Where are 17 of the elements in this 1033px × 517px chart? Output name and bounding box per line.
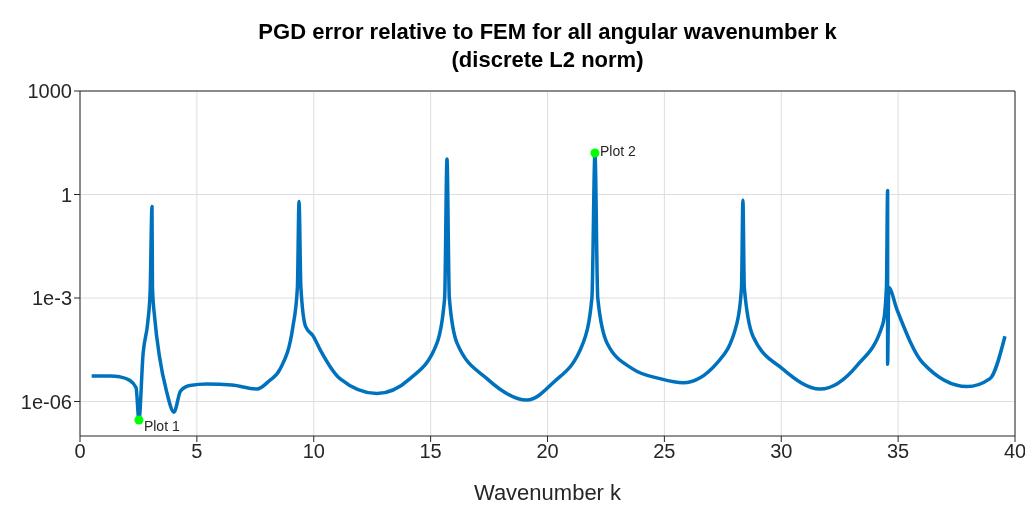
x-tick-label: 30: [770, 440, 793, 463]
x-tick-label: 10: [302, 440, 325, 463]
annotation: Plot 2: [599, 142, 636, 159]
chart-title: PGD error relative to FEM for all angular wavenumber k (discrete L2 norm): [257, 18, 838, 74]
y-tick-label: 1000: [27, 80, 72, 103]
y-tick-label: 1e-06: [20, 390, 72, 413]
x-tick-label: 20: [536, 440, 559, 463]
x-tick-label: 15: [419, 440, 442, 463]
x-tick-label: 25: [653, 440, 676, 463]
y-tick-label: 1: [60, 183, 72, 206]
x-tick-label: 35: [887, 440, 910, 463]
x-tick-label: 40: [1003, 440, 1027, 463]
annotation: Plot 1: [143, 418, 180, 435]
x-axis-title: Wavenumber k: [473, 480, 623, 505]
x-tick-label: 5: [191, 440, 203, 463]
x-tick-label: 0: [74, 440, 86, 463]
y-tick-label: 1e-3: [31, 287, 72, 310]
